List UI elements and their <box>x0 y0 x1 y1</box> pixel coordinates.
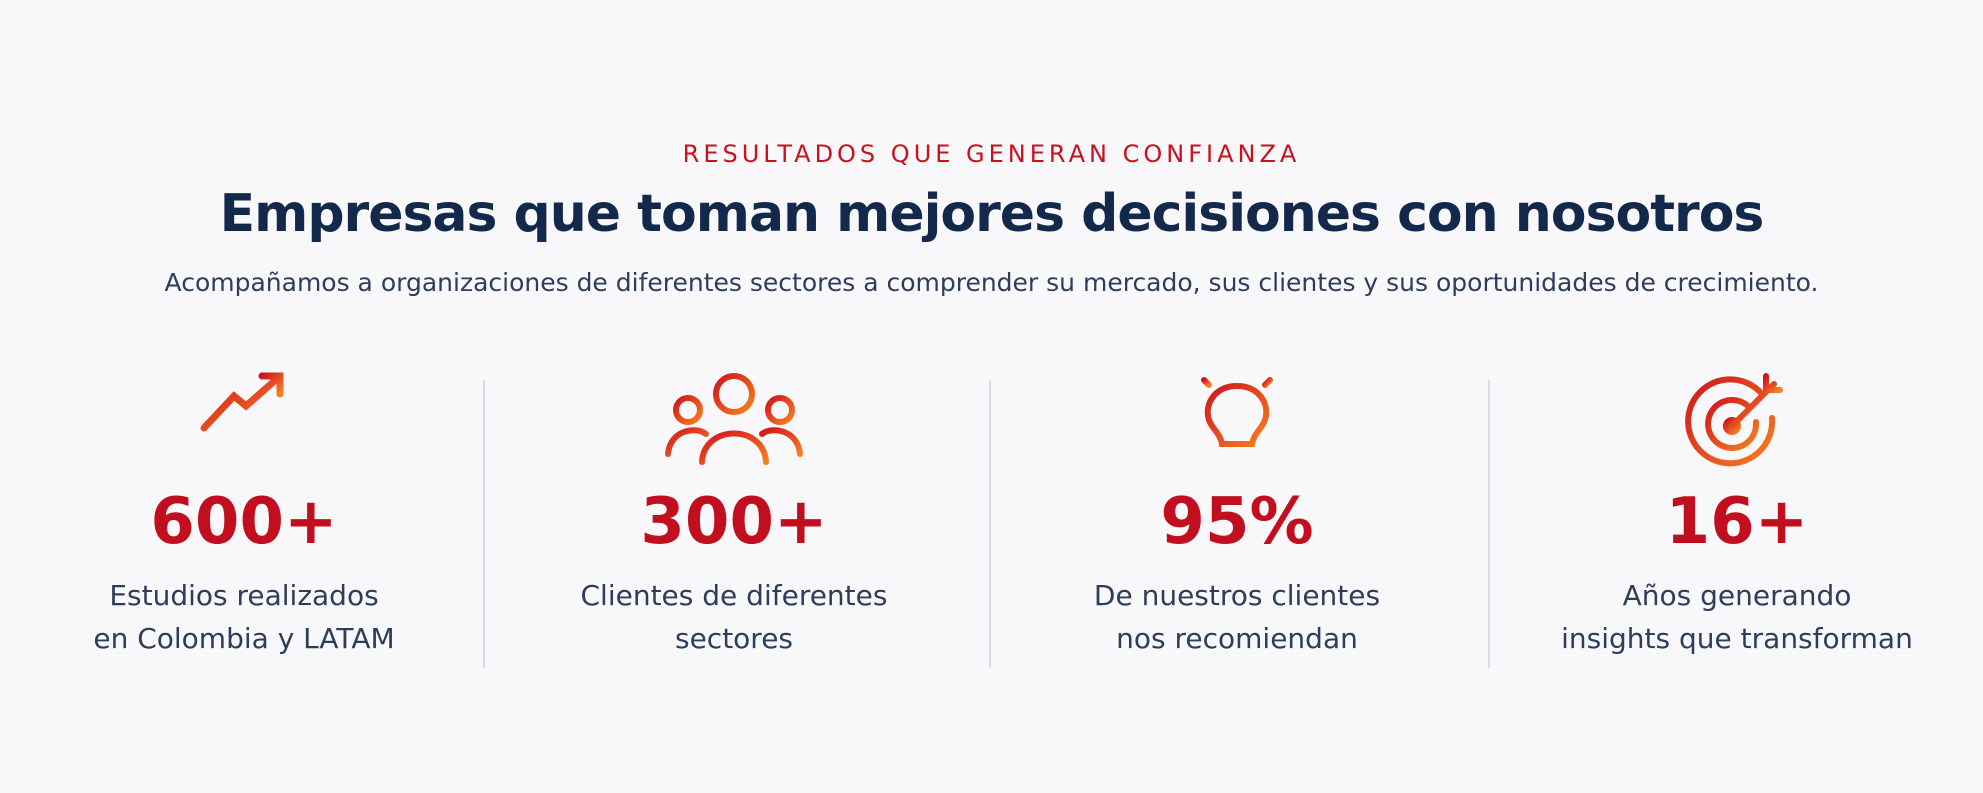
line: De nuestros clientes <box>1093 579 1381 612</box>
lightbulb-icon <box>1185 368 1289 467</box>
subtitle: Acompañamos a organizaciones de diferent… <box>164 268 1819 297</box>
growth-icon <box>200 372 290 464</box>
line: nos recomiendan <box>1116 622 1358 655</box>
stat-description: Estudios realizados en Colombia y LATAM <box>24 574 464 660</box>
line: Estudios realizados <box>109 579 379 612</box>
stat-number: 16+ <box>1665 485 1809 559</box>
people-icon <box>665 373 803 465</box>
stat-description: De nuestros clientes nos recomiendan <box>1017 574 1457 660</box>
line: Años generando <box>1622 579 1852 612</box>
section-title: Empresas que toman mejores decisiones co… <box>219 184 1765 244</box>
stat-description: Años generando insights que transforman <box>1517 574 1957 660</box>
stat: 600+ Estudios realizados en Colombia y LA… <box>24 368 464 660</box>
stat-number: 95% <box>1160 485 1314 559</box>
line: en Colombia y LATAM <box>93 622 395 655</box>
stat-number: 300+ <box>640 485 828 559</box>
stat: 95% De nuestros clientes nos recomiendan <box>1017 368 1457 660</box>
line: insights que transforman <box>1561 622 1913 655</box>
stat-number: 600+ <box>150 485 338 559</box>
target-icon <box>1685 373 1783 467</box>
stat: 16+ Años generando insights que transform… <box>1517 368 1957 660</box>
divider <box>1488 380 1490 668</box>
stat: 300+ Clientes de diferentes sectores <box>514 368 954 660</box>
divider <box>989 380 991 668</box>
line: sectores <box>674 622 794 655</box>
stat-description: Clientes de diferentes sectores <box>514 574 954 660</box>
line: Clientes de diferentes <box>580 579 888 612</box>
eyebrow: RESULTADOS QUE GENERAN CONFIANZA <box>682 140 1301 168</box>
divider <box>483 380 485 668</box>
